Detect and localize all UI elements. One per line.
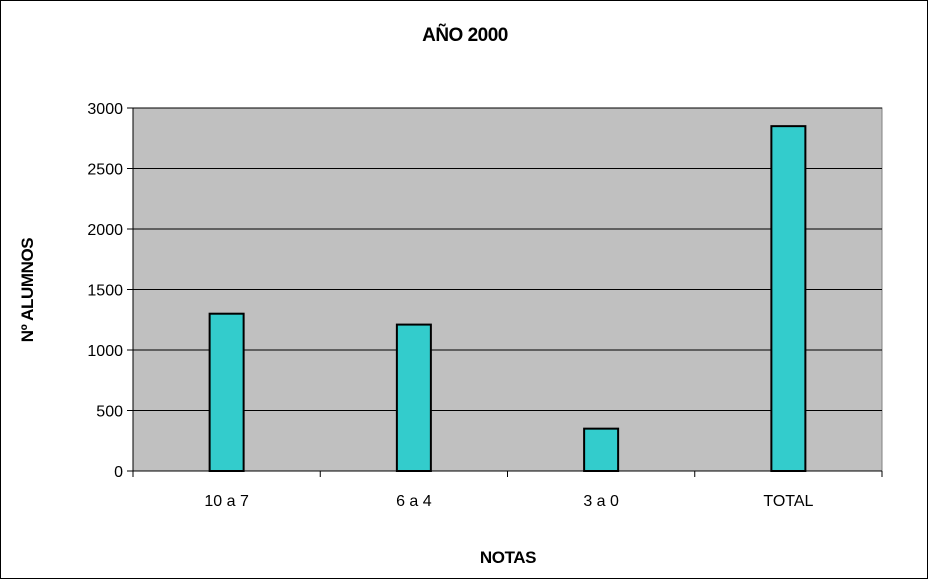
x-axis-ticks: 10 a 7 6 a 4 3 a 0 TOTAL — [132, 471, 883, 510]
bar-6-a-4 — [395, 323, 432, 472]
y-tick-label: 500 — [96, 404, 123, 421]
bar-3-a-0 — [583, 427, 620, 472]
y-tick-label: 2000 — [87, 222, 123, 239]
x-tick-label: TOTAL — [763, 493, 813, 510]
x-tick-label: 6 a 4 — [396, 493, 432, 510]
chart-title: AÑO 2000 — [422, 24, 508, 46]
y-tick-label: 1000 — [87, 343, 123, 360]
y-axis-title: Nº ALUMNOS — [18, 238, 37, 343]
bars — [208, 125, 807, 473]
y-tick-label: 3000 — [87, 101, 123, 118]
y-tick-label: 2500 — [87, 162, 123, 179]
y-tick-label: 0 — [114, 464, 123, 481]
x-axis-title: NOTAS — [480, 548, 536, 567]
grid-lines — [133, 107, 882, 411]
x-tick-label: 3 a 0 — [583, 493, 619, 510]
bar-10-a-7 — [208, 312, 245, 473]
y-axis-ticks: 0 500 1000 1500 2000 2500 3000 — [87, 101, 133, 481]
x-tick-label: 10 a 7 — [204, 493, 249, 510]
y-tick-label: 1500 — [87, 283, 123, 300]
bar-total — [770, 125, 807, 473]
